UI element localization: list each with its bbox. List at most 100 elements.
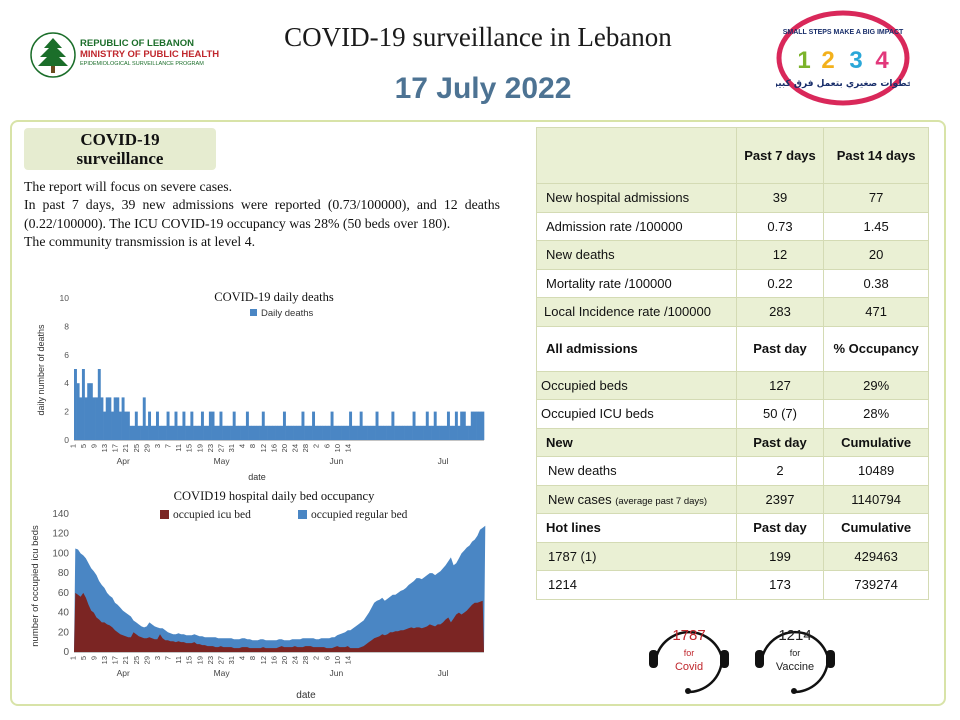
row-value: 20 [823, 240, 929, 270]
row-value: 2397 [735, 484, 825, 514]
y-tick-label: 100 [52, 548, 69, 559]
x-tick-label: 15 [185, 656, 194, 664]
deaths-bar [206, 425, 210, 440]
hotlines-header-row: Hot lines Past day Cumulative [536, 513, 929, 543]
deaths-bar [261, 411, 265, 440]
deaths-bar [341, 425, 345, 440]
deaths-bar [317, 425, 321, 440]
row-value: 429463 [823, 541, 929, 571]
deaths-bar [409, 425, 413, 440]
x-tick-label: 31 [227, 444, 236, 452]
hotline-for: for [684, 648, 695, 658]
deaths-bar [248, 425, 252, 440]
hotline-number: 1214 [778, 627, 811, 644]
ministry-line3: EPIDEMIOLOGICAL SURVEILLANCE PROGRAM [80, 61, 204, 67]
row-label: Occupied ICU beds [536, 399, 737, 429]
x-tick-label: 3 [153, 656, 162, 660]
chart-title: COVID-19 daily deaths [214, 290, 334, 304]
x-tick-label: 8 [248, 656, 257, 660]
deaths-bar [145, 425, 149, 440]
deaths-bar [177, 425, 181, 440]
headset-left-icon [755, 650, 764, 668]
legend-swatch [160, 510, 169, 519]
deaths-bar [264, 425, 268, 440]
deaths-bar [216, 425, 220, 440]
month-label: Jul [438, 668, 449, 678]
y-tick-label: 4 [64, 378, 69, 388]
x-tick-label: 8 [248, 444, 257, 448]
hotline-number: 1787 [672, 627, 705, 644]
deaths-bar [92, 397, 96, 440]
digit-3: 3 [849, 47, 862, 74]
row-value: 2 [735, 456, 825, 486]
digit-4: 4 [875, 47, 889, 74]
col-header-past-day: Past day [735, 325, 825, 372]
table-row: Admission rate /100000 0.73 1.45 [536, 211, 929, 241]
deaths-bar [407, 425, 411, 440]
x-tick-label: 21 [121, 444, 130, 452]
deaths-bar [89, 383, 93, 440]
col-header-past-day: Past day [735, 427, 825, 457]
deaths-bar [126, 411, 130, 440]
row-value: 127 [735, 370, 825, 400]
row-label: New deaths [536, 456, 737, 486]
x-tick-label: 29 [142, 656, 151, 664]
deaths-bar [470, 411, 474, 440]
icu-bed-area [74, 592, 484, 652]
x-tick-label: 12 [259, 444, 268, 452]
x-tick-label: 13 [100, 444, 109, 452]
row-value: 739274 [823, 570, 929, 600]
legend-label: occupied icu bed [173, 509, 251, 521]
deaths-bar [103, 411, 107, 440]
deaths-bar [142, 397, 146, 440]
deaths-bar [478, 411, 482, 440]
y-tick-label: 0 [64, 435, 69, 445]
row-label-note: (average past 7 days) [615, 495, 708, 507]
deaths-bar [208, 411, 212, 440]
deaths-bar [108, 397, 112, 440]
deaths-bar [256, 425, 260, 440]
deaths-bar [84, 397, 88, 440]
deaths-bar [436, 425, 440, 440]
deaths-bar [378, 425, 382, 440]
row-value: 28% [823, 399, 929, 429]
deaths-bar [222, 425, 226, 440]
deaths-bar [468, 425, 472, 440]
row-label-text: New cases [548, 491, 612, 507]
x-tick-label: 20 [280, 656, 289, 664]
x-tick-label: 21 [121, 656, 130, 664]
chart-title: COVID19 hospital daily bed occupancy [174, 489, 375, 503]
row-value: 1.45 [823, 211, 929, 241]
y-tick-label: 40 [58, 608, 70, 619]
hotline-purpose: Covid [675, 661, 703, 673]
y-tick-label: 0 [63, 647, 69, 658]
x-tick-label: 1 [68, 444, 77, 448]
row-label: Local Incidence rate /100000 [536, 297, 737, 327]
cedar-icon [30, 32, 76, 78]
table-row: Occupied beds 127 29% [536, 370, 929, 400]
x-tick-label: 3 [153, 444, 162, 448]
deaths-bar [282, 411, 286, 440]
row-label: Mortality rate /100000 [536, 268, 737, 298]
new-header: New [536, 427, 737, 457]
deaths-bar [134, 411, 138, 440]
col-header-cumulative: Cumulative [823, 427, 929, 457]
deaths-bar [364, 425, 368, 440]
x-tick-label: 4 [238, 656, 247, 660]
deaths-bar [404, 425, 408, 440]
deaths-bar [441, 425, 445, 440]
row-label: 1214 [536, 570, 737, 600]
row-value: 1140794 [823, 484, 929, 514]
x-tick-label: 5 [79, 444, 88, 448]
deaths-bar [87, 383, 91, 440]
deaths-bar [309, 425, 313, 440]
deaths-bar [362, 425, 366, 440]
x-tick-label: 4 [238, 444, 247, 448]
deaths-bar [433, 411, 437, 440]
digit-2: 2 [821, 47, 834, 74]
deaths-bar [200, 411, 204, 440]
deaths-bar [224, 425, 228, 440]
deaths-bar [357, 425, 360, 440]
deaths-bar [304, 425, 308, 440]
deaths-bar [372, 425, 376, 440]
